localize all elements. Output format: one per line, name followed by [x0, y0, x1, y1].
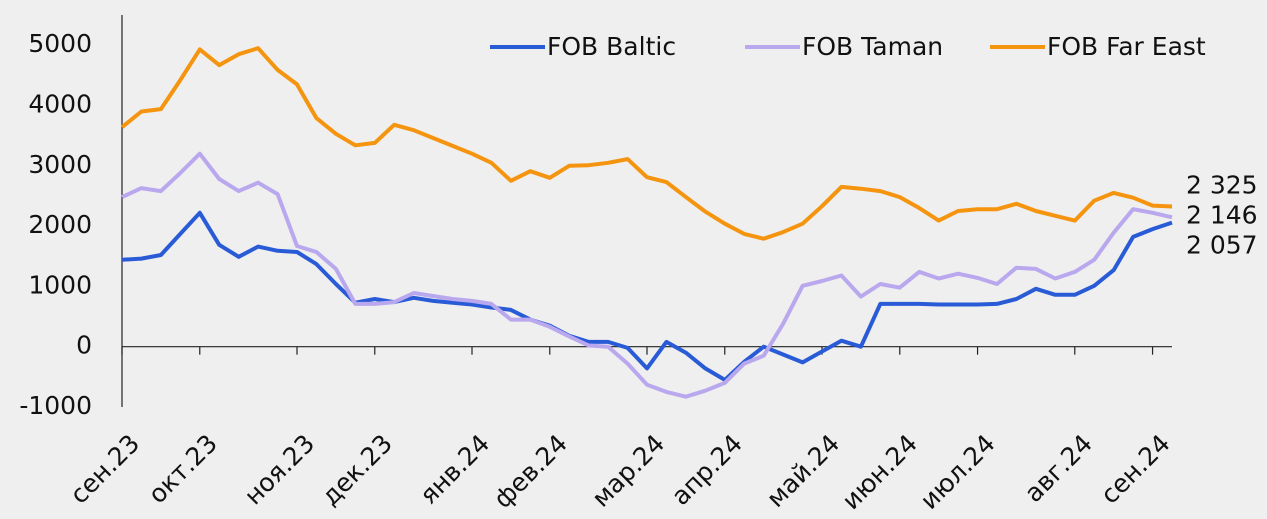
y-tick-label: 3000 [28, 150, 92, 179]
y-tick-label: 5000 [28, 29, 92, 58]
y-tick-label: 4000 [28, 89, 92, 118]
x-tick-label: июн.24 [836, 429, 923, 516]
x-tick-label: мар.24 [586, 429, 670, 513]
x-tick-label: фев.24 [488, 429, 573, 514]
series-line [120, 46, 1173, 241]
legend-label: FOB Far East [1047, 32, 1206, 61]
legend-label: FOB Baltic [547, 32, 676, 61]
x-tick-label: июл.24 [914, 429, 1000, 515]
series-line [121, 210, 1173, 382]
y-tick-label: 2000 [28, 210, 92, 239]
y-tick-label: -1000 [19, 391, 92, 420]
y-tick-label: 1000 [28, 270, 92, 299]
value-label: 2 057 [1186, 230, 1258, 259]
series-line [121, 151, 1173, 399]
x-tick-label: авг.24 [1019, 429, 1098, 508]
y-tick-label: 0 [76, 331, 92, 360]
x-tick-label: сен.24 [1095, 429, 1176, 510]
legend-label: FOB Taman [802, 32, 943, 61]
x-tick-label: янв.24 [414, 429, 495, 510]
x-tick-label: дек.23 [316, 429, 398, 511]
x-tick-label: ноя.23 [239, 429, 321, 511]
x-tick-label: май.24 [761, 429, 845, 513]
value-label: 2 325 [1186, 170, 1258, 199]
value-label: 2 146 [1186, 200, 1258, 229]
x-tick-label: апр.24 [666, 429, 748, 511]
x-tick-label: окт.23 [143, 429, 223, 509]
x-tick-label: сен.23 [64, 429, 145, 510]
